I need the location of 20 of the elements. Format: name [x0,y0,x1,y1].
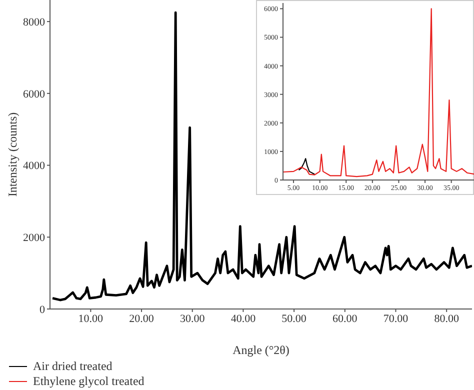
y-tick-label: 2000 [23,232,46,244]
legend-label: Air dried treated [33,359,112,374]
x-tick-label: 40.00 [230,312,256,325]
x-tick-label: 30.00 [180,312,206,325]
y-tick-label: 4000 [23,160,46,172]
x-axis-title: Angle (°2θ) [232,343,290,357]
x-tick-label: 70.00 [383,312,409,325]
line-series [283,8,474,178]
y-tick-label: 0 [40,304,46,316]
x-tick-label: 80.00 [434,312,460,325]
x-tick-label: 60.00 [332,312,358,325]
y-tick-label: 6000 [23,88,46,100]
line-series [51,11,472,302]
x-tick-label: 20.00 [129,312,154,325]
legend-label: Ethylene glycol treated [33,374,144,389]
y-axis-title: Intensity (counts) [5,112,20,197]
y-tick-label: 8000 [23,16,46,28]
x-tick-label: 50.00 [282,312,307,325]
x-tick-label: 10.00 [78,312,104,325]
line-series [298,158,316,175]
